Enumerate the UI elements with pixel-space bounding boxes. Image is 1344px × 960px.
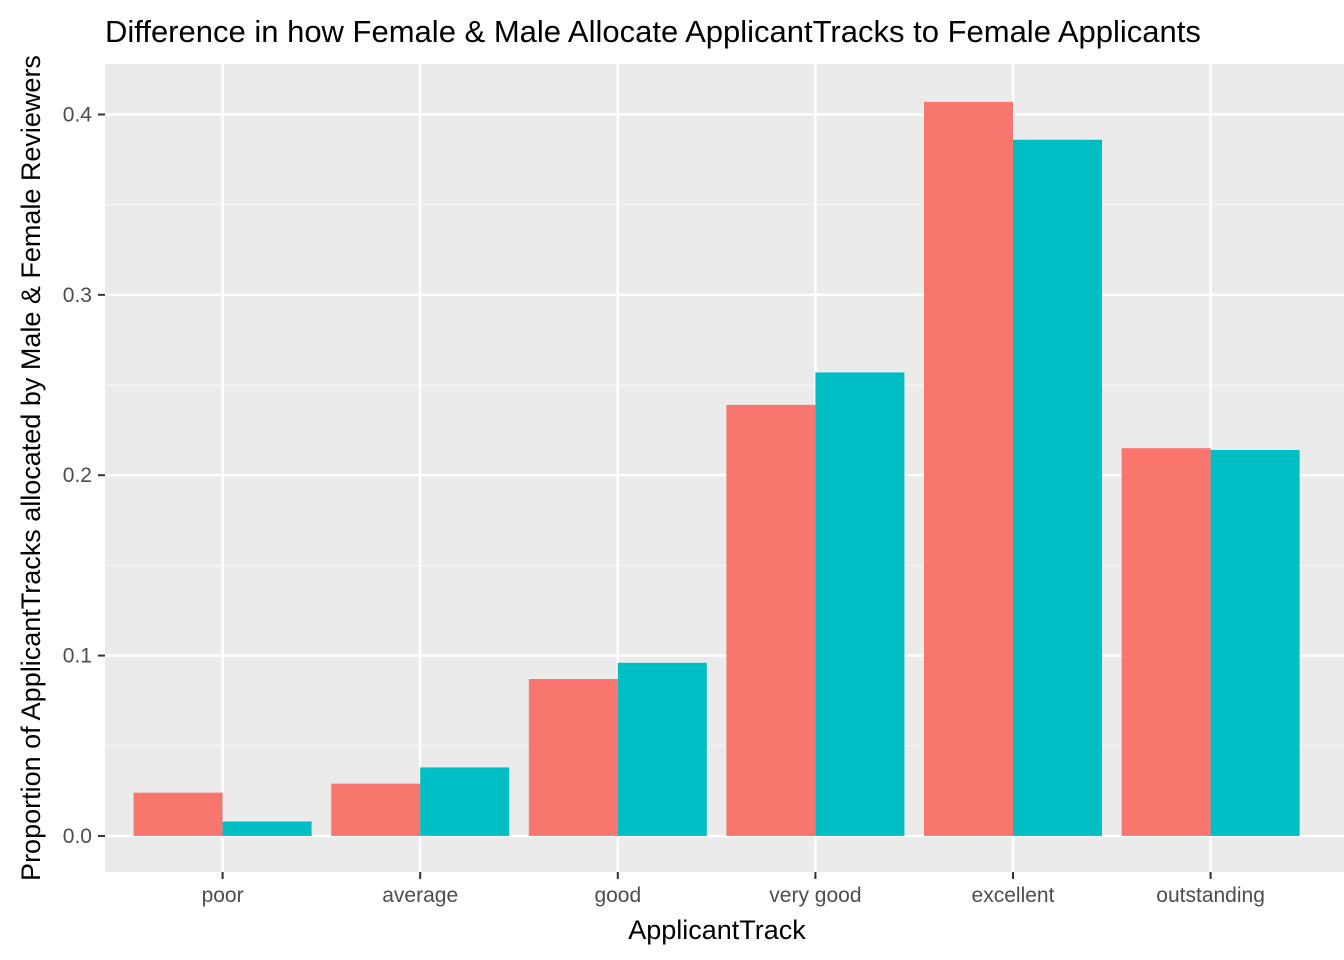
bar xyxy=(924,101,1013,836)
x-tick-label: very good xyxy=(769,884,861,907)
bars xyxy=(133,101,1300,836)
bar xyxy=(726,404,816,836)
x-axis: poor average good very good excellent outstan… xyxy=(202,872,1265,907)
bar xyxy=(815,372,905,836)
chart-title: Difference in how Female & Male Allocate… xyxy=(105,14,1201,49)
x-axis-title: ApplicantTrack xyxy=(628,915,806,945)
y-tick-label: 0.3 xyxy=(63,284,92,307)
x-tick-label: excellent xyxy=(972,884,1055,907)
x-tick-label: average xyxy=(382,884,458,907)
bar xyxy=(133,792,223,836)
bar xyxy=(420,767,510,836)
bar xyxy=(1121,448,1211,836)
bar xyxy=(1013,139,1102,836)
y-tick-label: 0.2 xyxy=(63,464,92,487)
y-tick-label: 0.0 xyxy=(63,825,92,848)
y-tick-label: 0.1 xyxy=(63,645,92,668)
x-tick-label: outstanding xyxy=(1156,884,1265,907)
x-tick-label: good xyxy=(594,884,641,907)
x-tick-label: poor xyxy=(202,884,244,907)
y-axis-title: Proportion of ApplicantTracks allocated … xyxy=(16,55,46,881)
bar xyxy=(331,783,421,836)
bar xyxy=(222,821,312,836)
bar xyxy=(617,662,707,836)
y-axis: 0.0 0.1 0.2 0.3 0.4 xyxy=(63,104,105,848)
y-tick-label: 0.4 xyxy=(63,104,93,127)
bar xyxy=(528,679,618,836)
bar xyxy=(1210,449,1300,836)
